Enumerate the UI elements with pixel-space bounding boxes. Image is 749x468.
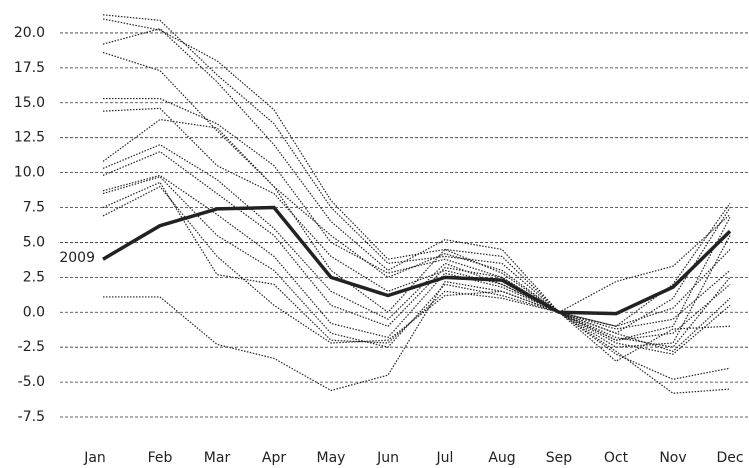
series-line-dotted — [102, 176, 731, 362]
x-tick-label: Mar — [204, 450, 231, 466]
x-tick-label: Oct — [604, 450, 629, 466]
series-line-dotted — [103, 97, 731, 348]
series-line — [102, 205, 732, 316]
x-tick-label: Aug — [488, 450, 515, 466]
series-line-dotted — [103, 280, 731, 392]
x-tick-label: Jul — [436, 450, 454, 466]
y-tick-label: 12.5 — [14, 130, 45, 146]
x-tick-label: Apr — [262, 450, 286, 466]
y-tick-label: -2.5 — [18, 339, 45, 355]
series-line-dotted — [102, 14, 731, 327]
series-line-dotted — [102, 18, 731, 334]
x-tick-label: May — [317, 450, 346, 466]
y-tick-label: 0.0 — [23, 304, 45, 320]
y-tick-label: 7.5 — [23, 200, 45, 216]
y-tick-label: 2.5 — [23, 269, 45, 285]
x-tick-label: Nov — [659, 450, 686, 466]
series-line-dotted — [102, 185, 731, 344]
y-tick-label: 17.5 — [14, 60, 45, 76]
y-tick-label: 20.0 — [14, 25, 45, 41]
series-line-dotted — [102, 174, 731, 394]
x-tick-label: Jun — [376, 450, 399, 466]
series-line-dotted — [102, 144, 731, 355]
y-tick-label: -7.5 — [18, 409, 45, 425]
y-tick-label: 10.0 — [14, 165, 45, 181]
y-tick-label: 15.0 — [14, 95, 45, 111]
series-line-dotted — [102, 151, 731, 330]
x-tick-label: Jan — [83, 450, 106, 466]
series-line-dotted — [102, 51, 731, 341]
series-line-dotted — [102, 107, 731, 348]
series-line-dotted — [102, 28, 731, 313]
x-tick-label: Dec — [716, 450, 743, 466]
series-label: 2009 — [59, 250, 95, 266]
y-tick-label: 5.0 — [23, 234, 45, 250]
x-tick-label: Feb — [148, 450, 173, 466]
x-tick-label: Sep — [546, 450, 573, 466]
y-tick-label: -5.0 — [18, 374, 45, 390]
